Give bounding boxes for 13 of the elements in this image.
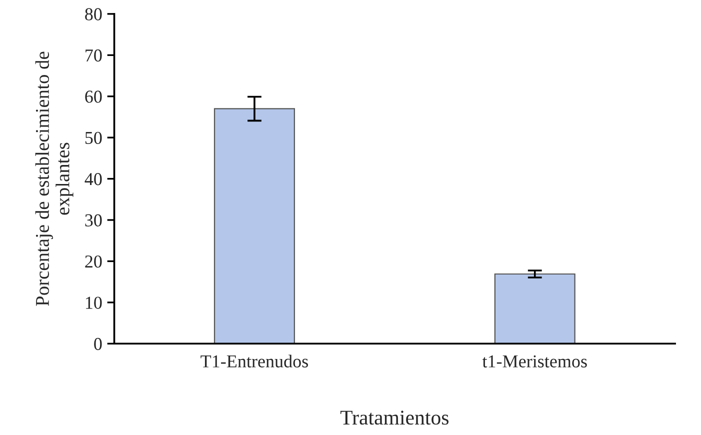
x-tick-label: T1-Entrenudos	[200, 354, 308, 368]
x-tick-label: t1-Meristemos	[482, 355, 587, 368]
y-tick-label: 80	[85, 8, 102, 20]
y-tick-label: 60	[85, 90, 102, 103]
y-tick-label: 50	[85, 132, 102, 144]
y-tick-label: 30	[85, 214, 102, 226]
x-axis-title: Tratamientos	[340, 410, 448, 425]
y-tick-label: 20	[85, 255, 102, 268]
y-tick-label: 40	[84, 173, 102, 186]
y-tick-label: 10	[86, 296, 102, 309]
y-tick-label: 70	[86, 49, 102, 62]
y-tick-label: 0	[94, 338, 102, 350]
y-axis-title: Porcentaje de establecimiento de explantes	[35, 52, 74, 306]
